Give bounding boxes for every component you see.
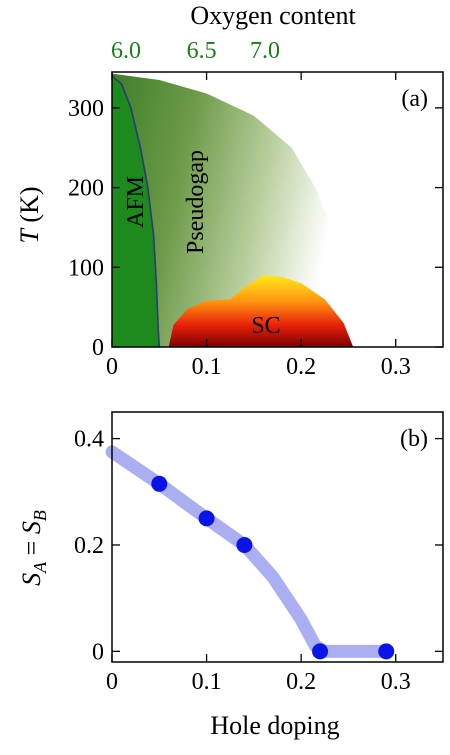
pseudogap-label: Pseudogap xyxy=(183,150,209,254)
ylabel-sub-b: B xyxy=(30,510,50,521)
x-tick-label: 0.1 xyxy=(192,354,222,380)
x-tick-label: 0.2 xyxy=(286,354,316,380)
panel-b-y-axis-title: SA = SB xyxy=(17,510,50,586)
x-tick-label: 0.2 xyxy=(286,669,316,695)
panel-b-scatter: 0 0.1 0.2 0.3 0 0.2 0.4 (b) Hole doping SA = … xyxy=(17,411,444,740)
y-tick-label: 100 xyxy=(68,255,104,281)
y-tick-label: 0 xyxy=(92,639,104,665)
x-tick-label: 0 xyxy=(106,669,118,695)
sc-region xyxy=(168,275,354,347)
ylabel-s1: S xyxy=(17,573,46,586)
ylabel-s2: S xyxy=(17,521,46,534)
x-tick-label: 0.3 xyxy=(381,669,411,695)
top-axis-title: Oxygen content xyxy=(190,1,356,30)
y-tick-label: 0 xyxy=(92,335,104,361)
data-point xyxy=(198,510,215,527)
trend-line xyxy=(105,445,393,658)
panel-a-phase-diagram: Oxygen content 6.0 6.5 7.0 0 0.1 0.2 0.3 0 100… xyxy=(15,1,444,380)
ylabel-sub-a: A xyxy=(30,561,50,574)
panel-b-y-ticks: 0 0.2 0.4 xyxy=(74,427,443,665)
y-tick-label: 200 xyxy=(68,176,104,202)
sc-label: SC xyxy=(251,313,280,339)
data-points xyxy=(151,475,395,660)
data-point xyxy=(151,475,168,492)
y-tick-label: 300 xyxy=(68,96,104,122)
top-tick-label: 6.5 xyxy=(187,38,217,64)
panel-b-frame xyxy=(111,411,444,663)
afm-region xyxy=(112,76,160,347)
panel-a-y-axis-title: T (K) xyxy=(15,186,44,243)
x-tick-label: 0 xyxy=(106,354,118,380)
data-point xyxy=(236,536,253,553)
pseudogap-region xyxy=(112,73,349,347)
top-tick-label: 6.0 xyxy=(111,38,141,64)
panel-a-y-ticks: 0 100 200 300 xyxy=(68,96,443,361)
phase-regions xyxy=(112,73,354,347)
ylabel-eq: = xyxy=(17,534,46,562)
y-axis-variable: T xyxy=(15,228,44,244)
panel-a-frame xyxy=(111,71,444,348)
x-tick-label: 0.1 xyxy=(192,669,222,695)
top-tick-labels: 6.0 6.5 7.0 xyxy=(111,38,280,64)
panel-b-label: (b) xyxy=(400,426,428,452)
afm-label: AFM xyxy=(123,176,149,228)
panel-b-x-ticks: 0 0.1 0.2 0.3 xyxy=(106,654,411,695)
panel-a-label: (a) xyxy=(401,86,428,112)
top-tick-label: 7.0 xyxy=(250,38,280,64)
y-tick-label: 0.4 xyxy=(74,427,104,453)
data-point xyxy=(378,643,395,660)
y-axis-unit: (K) xyxy=(15,186,44,229)
panel-a-x-ticks: 0 0.1 0.2 0.3 xyxy=(106,72,411,380)
panel-b-x-axis-title: Hole doping xyxy=(210,711,339,740)
x-tick-label: 0.3 xyxy=(381,354,411,380)
afm-boundary-line xyxy=(112,75,161,347)
data-point xyxy=(312,643,329,660)
y-tick-label: 0.2 xyxy=(74,533,104,559)
